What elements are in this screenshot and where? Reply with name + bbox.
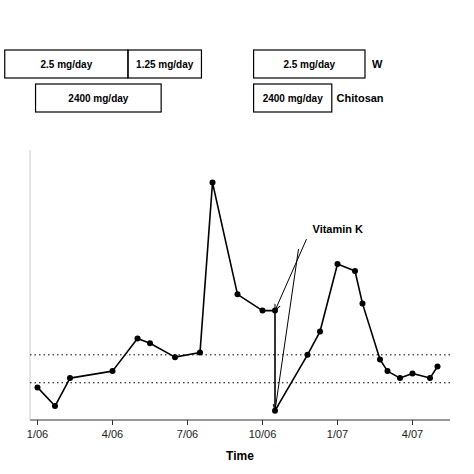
dose-row: 2400 mg/day 2400 mg/day Chitosan [36,84,384,112]
x-tick-label: 1/06 [27,428,48,440]
dose-box [36,84,162,112]
reference-line [30,382,450,383]
x-tick [112,420,113,425]
series-marker [147,340,153,346]
annotation-text: Vitamin K [313,223,364,235]
x-tick [412,420,413,425]
series-marker [260,308,266,314]
x-tick [262,420,263,425]
series-marker [410,370,416,376]
series-marker [397,375,403,381]
dose-label: 1.25 mg/day [136,59,194,70]
dose-label: 2400 mg/day [263,93,323,104]
dose-label: 2400 mg/day [68,93,128,104]
series-marker [110,368,116,374]
x-tick-label: 7/06 [177,428,198,440]
x-axis-line [30,420,450,421]
x-tick-label: 10/06 [249,428,277,440]
chart: 2.5 mg/day 1.25 mg/day 2.5 mg/day W 2400 mg/… [0,0,474,474]
dose-box [5,50,128,78]
x-axis-label: Time [226,449,254,463]
series-marker [317,329,323,335]
x-tick [187,420,188,425]
plot-area [30,180,450,414]
series-marker [197,350,203,356]
series-marker [135,336,141,342]
drug-label: W [372,58,383,70]
series-marker [427,375,433,381]
dose-box [254,84,332,112]
x-tick-label: 1/07 [327,428,348,440]
series-marker [235,291,241,297]
series-marker [435,363,441,369]
series-marker [210,180,216,186]
series-marker [352,268,358,274]
series-marker [385,368,391,374]
annotation: Vitamin K [275,223,363,411]
reference-line [30,354,450,355]
x-tick [37,420,38,425]
series-marker [360,301,366,307]
axes: 1/06 4/06 7/06 10/06 1/07 4/07 Time [27,150,450,463]
y-axis-line [30,150,31,420]
series-marker [305,352,311,358]
series-line [38,183,438,411]
series-marker [52,403,58,409]
dose-row: 2.5 mg/day 1.25 mg/day 2.5 mg/day W [5,50,383,78]
series-marker [67,375,73,381]
series-marker [35,384,41,390]
x-tick [337,420,338,425]
series-marker [377,356,383,362]
x-tick-label: 4/06 [102,428,123,440]
series-marker [335,261,341,267]
x-tick-label: 4/07 [402,428,423,440]
dose-label: 2.5 mg/day [283,59,335,70]
dose-box [254,50,365,78]
series-marker [172,354,178,360]
drug-label: Chitosan [337,92,384,104]
annotation-arrow [275,249,299,411]
dose-box [128,50,201,78]
dose-label: 2.5 mg/day [41,59,93,70]
